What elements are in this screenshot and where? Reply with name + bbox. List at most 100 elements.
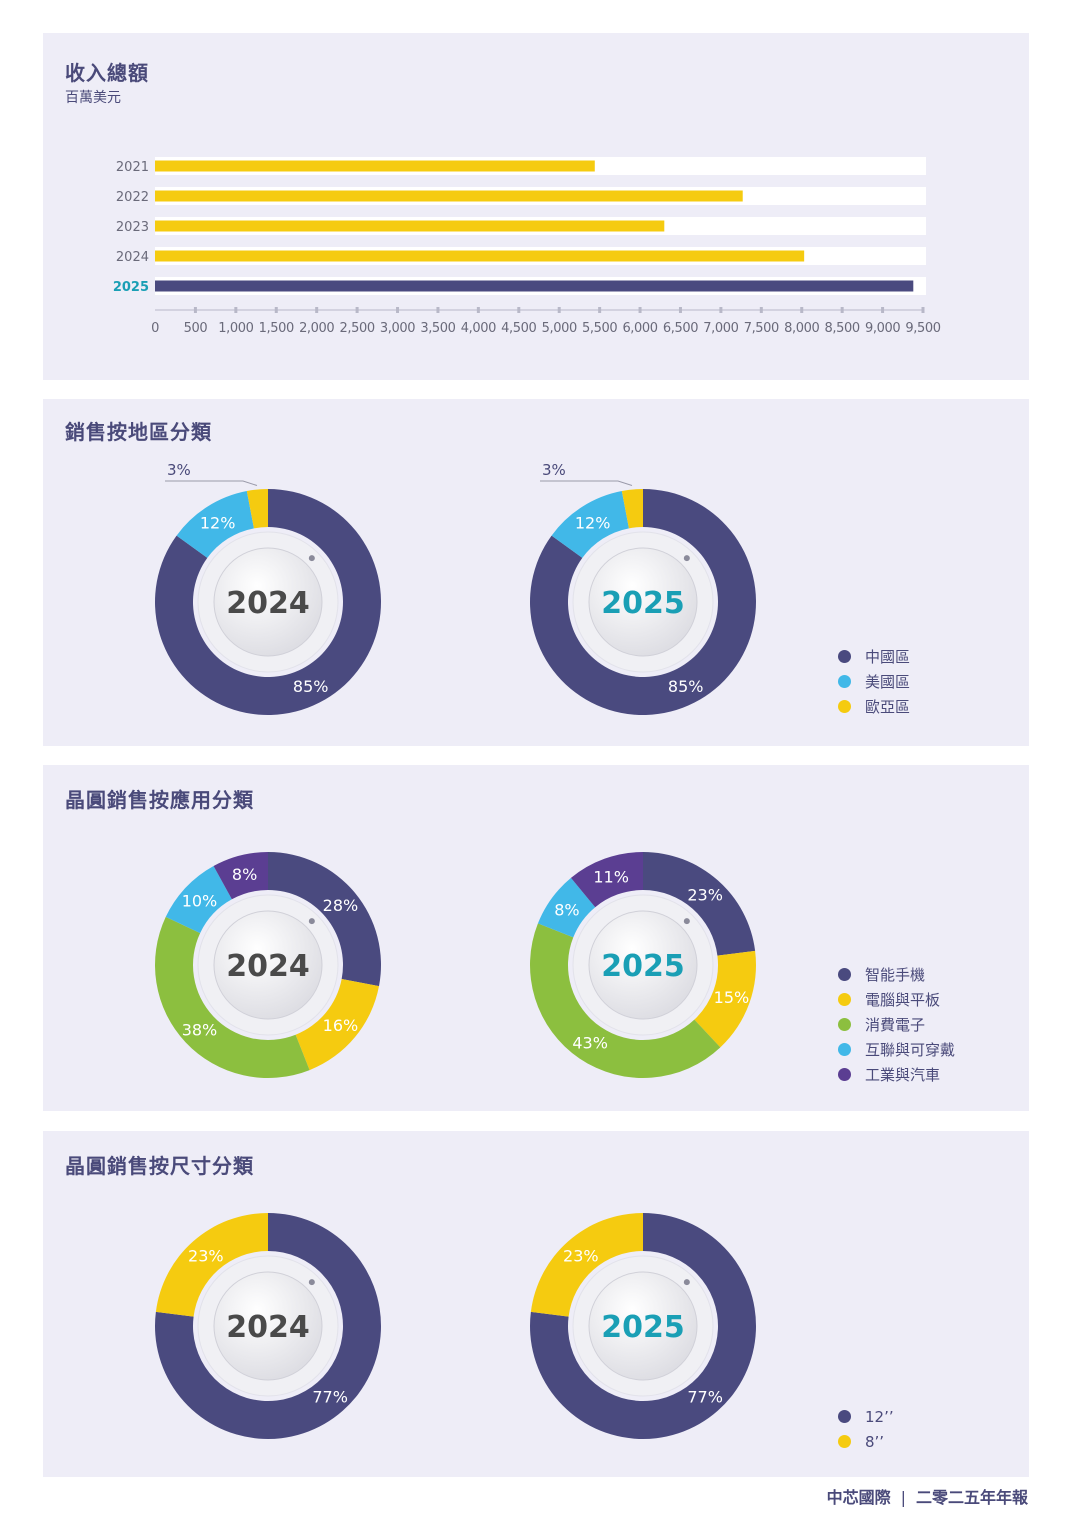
legend-item: 工業與汽車 bbox=[838, 1062, 955, 1087]
legend-dot bbox=[838, 1435, 851, 1448]
application-donut-charts: 28% 16% 38% 10% 8% 2024 23% 15% 43% 8% 11% 2025 bbox=[154, 852, 756, 1078]
slice-label: 23% bbox=[188, 1246, 224, 1265]
legend-dot bbox=[838, 1018, 851, 1031]
legend-dot bbox=[838, 700, 851, 713]
legend-item: 中國區 bbox=[838, 644, 910, 669]
slice-label: 77% bbox=[687, 1388, 723, 1407]
x-tick bbox=[719, 307, 723, 313]
knob-dot bbox=[683, 918, 690, 925]
donut-slice bbox=[176, 491, 254, 558]
legend-dot bbox=[838, 968, 851, 981]
bar-2024 bbox=[155, 250, 805, 262]
slice-label: 12% bbox=[575, 514, 611, 533]
footer: 中芯國際 | 二零二五年年報 bbox=[827, 1484, 1028, 1508]
knob-dot bbox=[683, 555, 690, 562]
knob-dot bbox=[308, 918, 315, 925]
size-title: 晶圓銷售按尺寸分類 bbox=[65, 1154, 254, 1178]
x-tick-label: 8,000 bbox=[784, 321, 819, 336]
x-tick-label: 6,000 bbox=[622, 321, 657, 336]
x-tick bbox=[274, 307, 278, 313]
legend-dot bbox=[838, 1068, 851, 1081]
size-panel: 晶圓銷售按尺寸分類 77% 23% 2024 77% 23% 2025 12’’ 8’’ bbox=[43, 1131, 1029, 1477]
application-title: 晶圓銷售按應用分類 bbox=[65, 788, 254, 812]
x-tick-label: 1,000 bbox=[218, 321, 253, 336]
donut-slice bbox=[530, 923, 721, 1078]
revenue-bar-chart: 2021 2022 2023 2024 2025 0 500 1,000 1,500 2,000 2… bbox=[113, 157, 941, 336]
legend-item: 歐亞區 bbox=[838, 694, 910, 719]
leader-line bbox=[165, 480, 258, 486]
x-tick bbox=[476, 307, 480, 313]
donut-center-label: 2024 bbox=[226, 949, 310, 984]
revenue-subtitle: 百萬美元 bbox=[65, 90, 121, 106]
slice-label: 8% bbox=[554, 901, 579, 920]
bar-category-label: 2021 bbox=[116, 160, 149, 175]
donut-knob bbox=[213, 547, 323, 657]
donut-knob bbox=[588, 1271, 698, 1381]
slice-label: 10% bbox=[182, 892, 218, 911]
x-tick bbox=[800, 307, 804, 313]
donut-knob bbox=[213, 910, 323, 1020]
legend-item: 電腦與平板 bbox=[838, 987, 955, 1012]
donut-slice bbox=[570, 852, 643, 908]
x-tick bbox=[881, 307, 885, 313]
donut-slice bbox=[537, 877, 596, 938]
donut-slice bbox=[155, 1213, 268, 1317]
x-tick bbox=[436, 307, 440, 313]
x-tick-label: 6,500 bbox=[663, 321, 698, 336]
revenue-title: 收入總額 bbox=[65, 61, 149, 85]
x-tick bbox=[315, 307, 319, 313]
donut-slice bbox=[155, 1213, 382, 1439]
legend-label: 8’’ bbox=[865, 1432, 885, 1451]
x-tick-label: 4,500 bbox=[501, 321, 536, 336]
legend-item: 消費電子 bbox=[838, 1012, 955, 1037]
x-tick-label: 8,500 bbox=[825, 321, 860, 336]
legend-label: 互聯與可穿戴 bbox=[865, 1041, 956, 1059]
x-tick bbox=[638, 307, 642, 313]
legend-dot bbox=[838, 1410, 851, 1423]
donut-center-label: 2025 bbox=[601, 1310, 685, 1345]
legend-dot bbox=[838, 1043, 851, 1056]
donut-center-label: 2024 bbox=[226, 586, 310, 621]
revenue-panel: 收入總額 百萬美元 2021 2022 2023 2024 2025 0 500 1,000 1… bbox=[43, 33, 1029, 380]
legend-label: 工業與汽車 bbox=[865, 1066, 941, 1084]
legend-label: 中國區 bbox=[865, 648, 911, 666]
x-tick-label: 2,000 bbox=[299, 321, 334, 336]
bar-category-label: 2022 bbox=[116, 190, 149, 205]
knob-dot bbox=[308, 1279, 315, 1286]
slice-label: 16% bbox=[323, 1016, 359, 1035]
donut-knob bbox=[588, 547, 698, 657]
footer-company: 中芯國際 bbox=[826, 1488, 891, 1507]
legend-item: 智能手機 bbox=[838, 962, 955, 987]
x-tick-label: 1,500 bbox=[259, 321, 294, 336]
x-tick-label: 500 bbox=[184, 321, 208, 336]
size-legend: 12’’ 8’’ bbox=[838, 1404, 894, 1454]
footer-separator: | bbox=[900, 1488, 906, 1507]
knob-dot bbox=[683, 1279, 690, 1286]
donut-slice bbox=[621, 489, 643, 529]
legend-item: 12’’ bbox=[838, 1404, 894, 1429]
donut-knob bbox=[588, 910, 698, 1020]
application-legend: 智能手機電腦與平板消費電子互聯與可穿戴 工業與汽車 bbox=[838, 962, 955, 1087]
x-tick-label: 9,500 bbox=[905, 321, 940, 336]
legend-label: 消費電子 bbox=[865, 1016, 926, 1034]
donut-slice bbox=[530, 1213, 643, 1317]
slice-label: 8% bbox=[232, 865, 257, 884]
x-tick bbox=[193, 307, 197, 313]
slice-label: 38% bbox=[182, 1020, 218, 1039]
footer-report: 二零二五年年報 bbox=[915, 1488, 1028, 1507]
donut-slice bbox=[154, 916, 310, 1078]
donut-slice bbox=[246, 489, 268, 529]
x-tick bbox=[678, 307, 682, 313]
x-tick bbox=[921, 307, 925, 313]
region-donut-charts: 85% 12% 3% 2024 85% 12% 3% 2025 bbox=[155, 461, 756, 715]
leader-line bbox=[540, 480, 633, 486]
legend-label: 美國區 bbox=[865, 673, 911, 691]
slice-label: 77% bbox=[312, 1388, 348, 1407]
legend-dot bbox=[838, 993, 851, 1006]
legend-item: 8’’ bbox=[838, 1429, 894, 1454]
legend-label: 智能手機 bbox=[865, 966, 926, 984]
bar-category-label: 2024 bbox=[116, 250, 149, 265]
donut-slice bbox=[295, 979, 379, 1071]
slice-label: 3% bbox=[542, 461, 566, 479]
x-tick bbox=[598, 307, 602, 313]
